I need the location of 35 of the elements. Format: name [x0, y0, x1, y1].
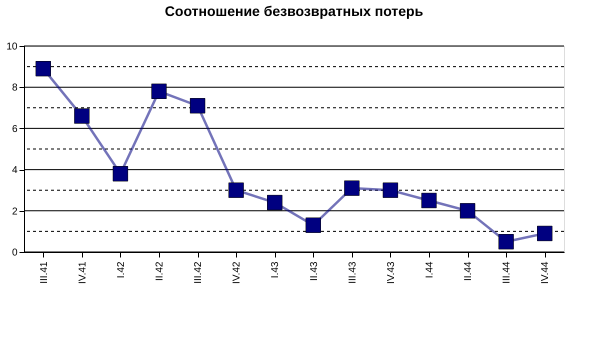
x-tick-label: II.42: [154, 261, 166, 281]
point: [36, 60, 51, 76]
x-tick-label: III.44: [502, 261, 513, 284]
x-tick-label: IV.42: [232, 261, 243, 284]
y-tick-label: 0: [12, 248, 18, 258]
point: [382, 182, 398, 198]
point: [74, 108, 90, 124]
y-tick-label: 6: [12, 124, 18, 135]
x-tick-label: IV.43: [386, 261, 397, 284]
x-tick-label: IV.41: [77, 261, 88, 284]
y-tick-label: 10: [6, 42, 18, 52]
x-tick-label: II.43: [308, 261, 320, 281]
chart-title: Соотношение безвозвратных потерь: [164, 3, 424, 19]
point: [421, 192, 437, 208]
x-tick-label: I.42: [116, 261, 127, 278]
point: [344, 180, 360, 196]
x-tick-label: I.43: [270, 261, 282, 278]
x-tick-label: III.43: [347, 261, 358, 284]
x-tick-label: III.42: [193, 261, 204, 284]
point: [460, 203, 476, 218]
point: [112, 166, 128, 182]
x-tick-label: II.44: [463, 261, 474, 281]
point: [267, 194, 282, 210]
point: [190, 98, 206, 114]
y-tick-label: 4: [12, 165, 18, 176]
point: [228, 182, 244, 198]
point: [498, 234, 514, 250]
y-tick-label: 2: [12, 206, 18, 218]
point: [306, 218, 321, 233]
point: [537, 226, 552, 242]
x-tick-label: III.41: [38, 261, 50, 284]
y-tick-label: 8: [12, 82, 18, 94]
x-tick-label: I.44: [424, 261, 436, 278]
x-tick-label: IV.44: [540, 261, 552, 284]
point: [151, 84, 167, 99]
